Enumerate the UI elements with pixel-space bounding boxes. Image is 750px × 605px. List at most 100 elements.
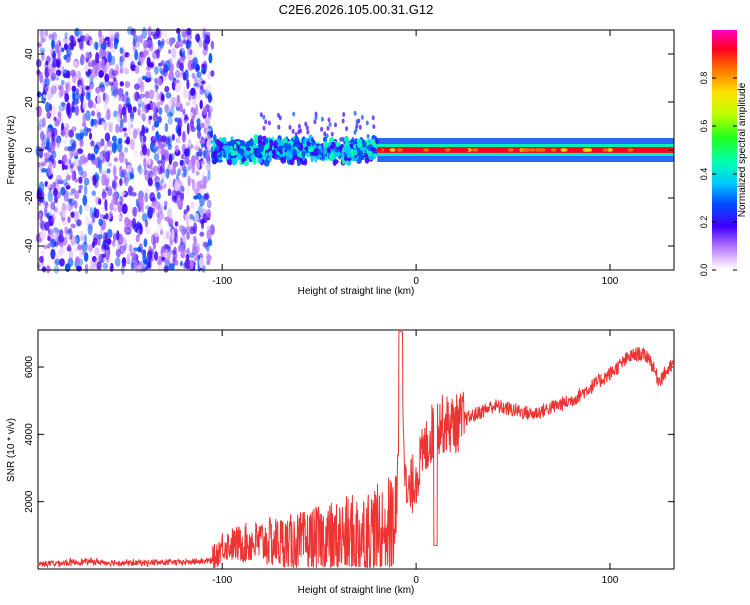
heatmap-cell [42, 117, 46, 128]
heatmap-cell [230, 149, 236, 157]
heatmap-cell [258, 145, 264, 151]
heatmap-cell [126, 252, 131, 263]
heatmap-cell [125, 96, 131, 108]
heatmap-cell [152, 112, 159, 123]
heatmap-cell [343, 156, 348, 162]
heatmap-cell [158, 166, 165, 175]
heatmap-cell [207, 92, 212, 104]
colorbar-gradient [712, 30, 737, 270]
heatmap-cell [257, 140, 264, 145]
heatmap-cell [163, 72, 167, 81]
heatmap-cell [39, 72, 43, 84]
heatmap-ytick-label: 0 [24, 147, 35, 153]
heatmap-cell [147, 39, 153, 49]
heatmap-cell [59, 229, 64, 238]
heatmap-cell [79, 95, 83, 102]
heatmap-cell [171, 189, 178, 201]
heatmap-cell [44, 157, 49, 164]
heatmap-cell [75, 132, 80, 140]
heatmap-cell [85, 91, 91, 101]
heatmap-cell [44, 114, 48, 124]
heatmap-cell [462, 148, 469, 152]
heatmap-cell [127, 189, 132, 196]
heatmap-cell [57, 111, 62, 119]
heatmap-cell [96, 111, 102, 119]
heatmap-cell [91, 255, 97, 263]
heatmap-cell [64, 31, 68, 39]
heatmap-cell [135, 234, 140, 243]
heatmap-cell [50, 90, 54, 98]
heatmap-cell [119, 178, 123, 186]
heatmap-cell [141, 101, 145, 113]
heatmap-cell [93, 144, 99, 155]
heatmap-cell [148, 89, 155, 100]
heatmap-cell [117, 215, 122, 220]
heatmap-cell [213, 149, 217, 159]
heatmap-cell [110, 32, 116, 38]
heatmap-cell [81, 170, 88, 179]
heatmap-cell [101, 243, 106, 250]
heatmap-cell [36, 59, 42, 68]
heatmap-cell [54, 258, 60, 266]
heatmap-cell [341, 152, 345, 158]
heatmap-cell [196, 181, 202, 191]
heatmap-cell [132, 44, 137, 52]
heatmap-cell [373, 143, 377, 147]
heatmap-cell [48, 33, 54, 40]
heatmap-cell [582, 148, 589, 152]
heatmap-cell [70, 163, 74, 169]
heatmap-cell [56, 56, 62, 69]
heatmap-cell [334, 122, 337, 128]
heatmap-cell [167, 112, 174, 117]
heatmap-cell [79, 128, 84, 141]
heatmap-cell [219, 137, 222, 142]
spectrogram-plot: -100 0 100 -40 -20 0 20 40 Height of straight l… [6, 26, 675, 297]
heatmap-cell [65, 82, 70, 91]
heatmap-cell [158, 62, 162, 67]
heatmap-cell [179, 103, 183, 113]
heatmap-cell [42, 36, 47, 43]
heatmap-cell [87, 153, 92, 161]
heatmap-cell [119, 81, 125, 87]
heatmap-cell [183, 91, 190, 100]
heatmap-cell [38, 210, 44, 219]
heatmap-cell [205, 152, 210, 164]
heatmap-cell [154, 251, 158, 261]
heatmap-cell [144, 192, 149, 203]
heatmap-cell [346, 150, 352, 157]
heatmap-cell [444, 148, 451, 152]
heatmap-cell [194, 212, 199, 222]
heatmap-cell [365, 120, 369, 126]
heatmap-cell [154, 200, 161, 210]
heatmap-cell [85, 110, 91, 122]
heatmap-cell [74, 158, 80, 167]
heatmap-cell [118, 103, 122, 115]
heatmap-cell [87, 61, 93, 67]
heatmap-cell [127, 186, 134, 192]
heatmap-cell [95, 86, 101, 94]
heatmap-cell [187, 59, 194, 71]
heatmap-cell [62, 179, 68, 186]
heatmap-cell [164, 200, 168, 207]
heatmap-cell [186, 27, 192, 36]
line-ylabel: SNR (10 * v/v) [6, 418, 17, 482]
colorbar-tick-label: 0.0 [699, 264, 709, 277]
heatmap-cell [307, 142, 311, 147]
heatmap-cell [186, 186, 190, 197]
heatmap-cell [357, 150, 363, 154]
heatmap-cell [41, 140, 46, 151]
heatmap-cell [161, 154, 166, 166]
heatmap-cell [157, 215, 161, 225]
heatmap-cell [602, 148, 609, 152]
heatmap-cell [130, 257, 135, 269]
heatmap-cell [98, 29, 102, 39]
line-ytick-label: 2000 [24, 490, 35, 513]
heatmap-cell [115, 123, 120, 134]
heatmap-cell [112, 192, 118, 201]
heatmap-cell [82, 157, 89, 164]
heatmap-cell [98, 218, 103, 227]
heatmap-cell [202, 39, 207, 50]
heatmap-cell [136, 211, 140, 218]
heatmap-cell [105, 95, 110, 103]
heatmap-cell [37, 124, 43, 131]
